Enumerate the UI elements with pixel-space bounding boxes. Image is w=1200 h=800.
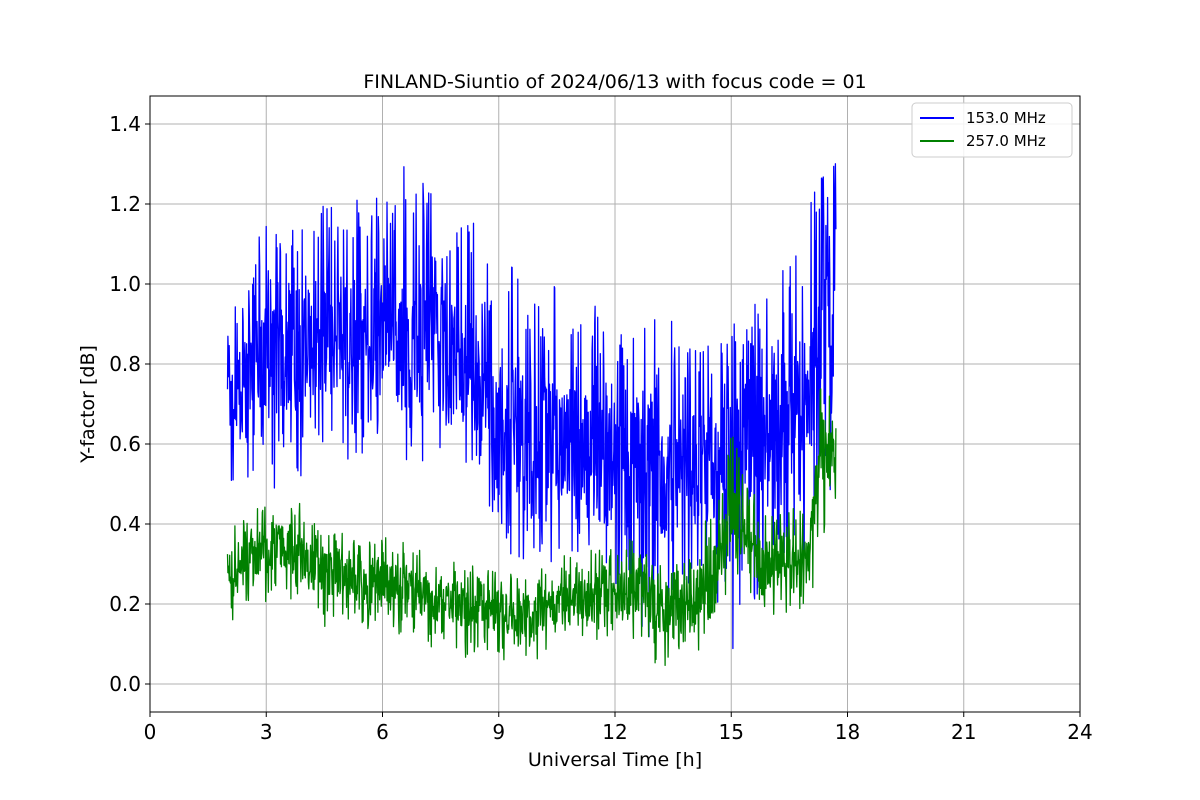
y-tick-label: 1.2 xyxy=(109,192,141,216)
x-tick-label: 6 xyxy=(376,720,389,744)
legend-box xyxy=(911,102,1073,158)
x-tick-label: 18 xyxy=(835,720,860,744)
legend-label-257mhz: 257.0 MHz xyxy=(966,132,1046,150)
y-tick-label: 1.4 xyxy=(109,112,141,136)
y-tick-label: 0.8 xyxy=(109,352,141,376)
legend-label-153mhz: 153.0 MHz xyxy=(966,109,1046,127)
plot-series xyxy=(226,163,837,667)
series-line-153mhz xyxy=(226,163,837,650)
y-tick-label: 0.0 xyxy=(109,672,141,696)
y-tick-label: 0.4 xyxy=(109,512,141,536)
x-tick-label: 9 xyxy=(492,720,505,744)
x-tick-label: 12 xyxy=(602,720,627,744)
ticks: 0 3 6 9 12 15 18 21 24 0.0 0.2 0.4 0.6 0.8 1.0 1.2 1.4 xyxy=(109,112,1093,744)
x-tick-label: 24 xyxy=(1067,720,1092,744)
x-tick-label: 0 xyxy=(144,720,157,744)
x-tick-label: 3 xyxy=(260,720,273,744)
x-tick-label: 15 xyxy=(719,720,744,744)
x-tick-label: 21 xyxy=(951,720,976,744)
series-line-257mhz xyxy=(226,388,837,667)
y-tick-label: 0.2 xyxy=(109,592,141,616)
y-tick-label: 0.6 xyxy=(109,432,141,456)
x-axis-label: Universal Time [h] xyxy=(528,749,702,771)
y-axis-label: Y-factor [dB] xyxy=(77,345,99,464)
legend: 153.0 MHz 257.0 MHz xyxy=(911,102,1073,158)
y-tick-label: 1.0 xyxy=(109,272,141,296)
chart-title: FINLAND-Siuntio of 2024/06/13 with focus… xyxy=(363,71,866,93)
